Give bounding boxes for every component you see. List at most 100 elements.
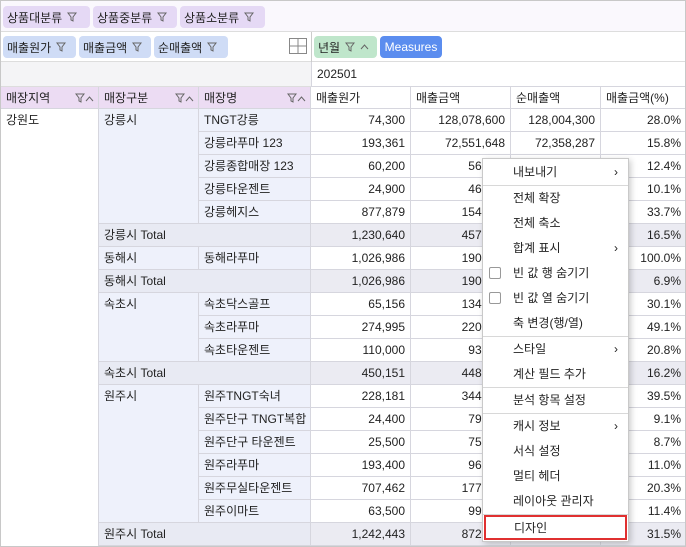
label: 10.1% (646, 182, 681, 196)
label: 31.5% (646, 527, 681, 541)
value-cell: 24,900 (311, 178, 411, 201)
store-cell: 속초라푸마 (199, 316, 311, 339)
row-header[interactable]: 매장명 (199, 87, 311, 109)
value-cell: 63,500 (311, 500, 411, 523)
value-cell: 28.0% (601, 109, 685, 132)
filter-chip[interactable]: 상품중분류 (93, 6, 177, 28)
label: 33.7% (646, 205, 681, 219)
label: 11.4% (647, 504, 681, 518)
total-label: 속초시 Total (99, 362, 311, 385)
column-header[interactable]: 순매출액 (511, 87, 601, 109)
menu-item[interactable]: 디자인 (484, 515, 627, 540)
value-cell: 24,400 (311, 408, 411, 431)
menu-item[interactable]: 레이아웃 관리자 (483, 489, 628, 514)
label: 합계 표시 (513, 241, 561, 255)
checkbox[interactable] (489, 267, 501, 279)
label: 캐시 정보 (513, 419, 561, 433)
label: 서식 설정 (513, 444, 561, 458)
row-header[interactable]: 매장지역 (1, 87, 99, 109)
value-cell: 60,200 (311, 155, 411, 178)
menu-item[interactable]: 축 변경(행/열) (483, 311, 628, 336)
label: 동해시 Total (104, 274, 166, 288)
label: 강릉라푸마 123 (204, 136, 283, 150)
label: 강원도 (6, 113, 40, 127)
menu-item[interactable]: 서식 설정 (483, 439, 628, 464)
label: 빈 값 행 숨기기 (513, 266, 590, 280)
separator (483, 413, 628, 414)
menu-item[interactable]: 분석 항목 설정 (483, 388, 628, 413)
column-chip[interactable]: 년월 (314, 36, 377, 58)
value-cell: 193,361 (311, 132, 411, 155)
store-cell: 속초닥스골프 (199, 293, 311, 316)
label: 원주단구 TNGT복합 (204, 412, 307, 426)
label: 원주이마트 (204, 504, 260, 518)
label: 1,230,640 (351, 228, 405, 242)
menu-item[interactable]: 멀티 헤더 (483, 464, 628, 489)
submenu-arrow: › (614, 241, 618, 255)
label: 원주TNGT숙녀 (204, 389, 281, 403)
menu-item[interactable]: 전체 확장 (483, 186, 628, 211)
label: 상품소분류 (184, 10, 240, 25)
menu-item[interactable]: 스타일 › (483, 337, 628, 362)
separator (483, 387, 628, 388)
label: 원주라푸마 (204, 458, 260, 472)
value-cell: 877,879 (311, 201, 411, 224)
store-cell: 원주라푸마 (199, 454, 311, 477)
label: 내보내기 (513, 165, 558, 179)
label: 강릉종합매장 123 (204, 159, 294, 173)
label: 속초타운젠트 (204, 343, 271, 357)
label: 강릉시 (104, 113, 138, 127)
label: 강릉타운젠트 (204, 182, 271, 196)
total-label: 강릉시 Total (99, 224, 311, 247)
store-cell: 원주무실타운젠트 (199, 477, 311, 500)
menu-item[interactable]: 전체 축소 (483, 211, 628, 236)
column-header[interactable]: 매출금액 (411, 87, 511, 109)
checkbox[interactable] (489, 292, 501, 304)
row-header[interactable]: 매장구분 (99, 87, 199, 109)
label: 분석 항목 설정 (513, 393, 586, 407)
menu-item[interactable]: 합계 표시 › (483, 236, 628, 261)
label: 매장지역 (6, 91, 51, 105)
label: 228,181 (361, 389, 405, 403)
value-chip[interactable]: 순매출액 (154, 36, 228, 58)
filter-chip[interactable]: 상품대분류 (3, 6, 90, 28)
filter-chip[interactable]: 상품소분류 (180, 6, 265, 28)
label: 74,300 (368, 113, 405, 127)
menu-item[interactable]: 캐시 정보 › (483, 414, 628, 439)
value-cell: 110,000 (311, 339, 411, 362)
menu-item[interactable]: 빈 값 열 숨기기 (483, 286, 628, 311)
total-cell: 1,242,443 (311, 523, 411, 546)
menu-item[interactable]: 내보내기 › (483, 160, 628, 185)
label: 24,400 (368, 412, 405, 426)
label: 원주시 (104, 389, 138, 403)
value-cell: 15.8% (601, 132, 685, 155)
label: 16.2% (646, 366, 681, 380)
column-header[interactable]: 매출금액(%) (601, 87, 685, 109)
separator (483, 336, 628, 337)
label: 상품대분류 (7, 10, 63, 25)
layout-icon[interactable] (289, 38, 307, 54)
label: 축 변경(행/열) (513, 316, 583, 330)
value-cell: 72,358,287 (511, 132, 601, 155)
period-header: 202501 (311, 62, 685, 87)
store-cell: 원주TNGT숙녀 (199, 385, 311, 408)
city-cell: 강릉시 (99, 109, 199, 224)
separator (483, 185, 628, 186)
value-chip[interactable]: 매출원가 (3, 36, 76, 58)
label: 속초라푸마 (204, 320, 260, 334)
value-cell: 1,026,986 (311, 247, 411, 270)
value-cell: 193,400 (311, 454, 411, 477)
label: TNGT강릉 (204, 113, 259, 127)
label: 순매출액 (158, 40, 203, 55)
value-chip[interactable]: 매출금액 (79, 36, 151, 58)
label: 빈 값 열 숨기기 (513, 291, 590, 305)
label: 순매출액 (516, 91, 561, 105)
menu-item[interactable]: 계산 필드 추가 (483, 362, 628, 387)
store-cell: 원주단구 타운젠트 (199, 431, 311, 454)
column-header[interactable]: 매출원가 (311, 87, 411, 109)
menu-item[interactable]: 빈 값 행 숨기기 (483, 261, 628, 286)
measures-chip[interactable]: Measures (380, 36, 442, 58)
total-cell: 450,151 (311, 362, 411, 385)
label: 1,242,443 (351, 527, 405, 541)
